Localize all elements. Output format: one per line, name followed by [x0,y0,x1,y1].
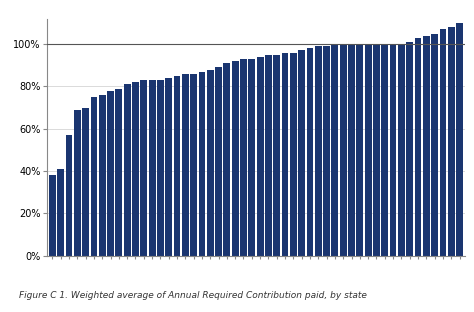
Bar [365,44,372,256]
Bar [298,51,305,256]
Bar [82,108,89,256]
Bar [431,34,438,256]
Bar [99,95,106,256]
Bar [323,46,330,256]
Text: Figure C 1. Weighted average of Annual Required Contribution paid, by state: Figure C 1. Weighted average of Annual R… [19,290,367,300]
Bar [340,44,346,256]
Bar [456,23,463,256]
Bar [240,59,247,256]
Bar [282,53,289,256]
Bar [57,169,64,256]
Bar [406,42,413,256]
Bar [273,55,280,256]
Bar [315,46,322,256]
Bar [257,57,264,256]
Bar [140,80,147,256]
Bar [390,44,396,256]
Bar [398,44,405,256]
Bar [448,27,455,256]
Bar [415,38,421,256]
Bar [116,89,122,256]
Bar [307,48,313,256]
Bar [207,70,214,256]
Bar [132,82,139,256]
Bar [124,84,130,256]
Bar [265,55,272,256]
Bar [173,76,181,256]
Bar [373,44,380,256]
Bar [248,59,255,256]
Bar [65,135,73,256]
Bar [74,110,81,256]
Bar [199,72,205,256]
Bar [190,74,197,256]
Bar [423,36,430,256]
Bar [49,175,56,256]
Bar [356,44,363,256]
Bar [107,91,114,256]
Bar [182,74,189,256]
Bar [149,80,155,256]
Bar [382,44,388,256]
Bar [157,80,164,256]
Bar [290,53,297,256]
Bar [215,67,222,256]
Bar [232,61,238,256]
Bar [165,78,172,256]
Bar [439,29,447,256]
Bar [331,44,338,256]
Bar [348,44,355,256]
Bar [223,63,230,256]
Bar [91,97,97,256]
